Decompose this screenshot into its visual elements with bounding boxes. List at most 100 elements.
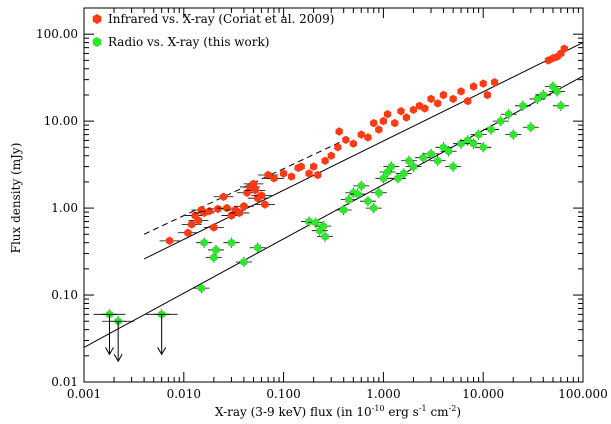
radio-point — [553, 87, 561, 96]
infrared-point — [249, 179, 258, 188]
infrared-point — [227, 211, 236, 220]
infrared-point — [214, 204, 222, 214]
x-tick-label: 0.100 — [266, 387, 300, 401]
legend-marker-radio — [92, 37, 102, 47]
infrared-point — [188, 220, 196, 229]
infrared-series — [159, 44, 568, 245]
x-tick-label: 1.000 — [366, 387, 400, 401]
infrared-point — [235, 208, 243, 218]
infrared-point — [464, 96, 472, 106]
infrared-point — [305, 169, 313, 178]
infrared-point — [349, 139, 357, 148]
infrared-point — [457, 87, 465, 96]
y-tick-label: 10.00 — [44, 114, 78, 128]
radio-point — [364, 197, 372, 206]
radio-point — [487, 125, 495, 134]
infrared-point — [427, 94, 435, 104]
radio-point — [305, 217, 313, 226]
upper-limit-arrowhead — [157, 347, 167, 356]
y-tick-label: 100.00 — [36, 27, 78, 41]
infrared-point — [370, 118, 378, 128]
infrared-point — [479, 79, 487, 88]
y-tick-label: 1.00 — [51, 201, 78, 215]
radio-point — [419, 153, 427, 162]
infrared-point — [397, 107, 405, 116]
infrared-point — [490, 78, 499, 87]
infrared-point — [383, 110, 392, 119]
infrared-point — [342, 135, 350, 144]
y-axis-label: Flux density (mJy) — [9, 143, 23, 254]
fit-line — [143, 42, 584, 260]
radio-point — [509, 130, 517, 139]
legend-item-infrared: Infrared vs. X-ray (Coriat et al. 2009) — [92, 12, 334, 26]
infrared-point — [210, 223, 218, 232]
radio-point — [200, 238, 208, 247]
infrared-point — [165, 236, 174, 245]
upper-limit-arrowhead — [113, 353, 123, 363]
radio-point — [505, 110, 513, 119]
radio-point — [464, 136, 472, 145]
radio-point — [379, 174, 387, 183]
plot-frame — [83, 7, 584, 383]
radio-point — [449, 162, 457, 171]
infrared-point — [327, 151, 335, 160]
infrared-point — [287, 172, 296, 181]
infrared-point — [483, 90, 491, 100]
radio-point — [345, 195, 353, 204]
radio-point — [400, 169, 408, 178]
radio-point — [240, 257, 248, 267]
infrared-point — [335, 127, 343, 136]
infrared-point — [375, 125, 383, 134]
infrared-point — [439, 90, 448, 100]
radio-point — [427, 149, 435, 159]
infrared-point — [184, 228, 192, 237]
infrared-point — [434, 99, 442, 108]
infrared-point — [240, 202, 248, 211]
infrared-point — [357, 130, 365, 139]
x-tick-label: 10.000 — [462, 387, 504, 401]
infrared-point — [409, 105, 418, 114]
radio-point — [387, 162, 395, 171]
plot-border — [83, 7, 584, 383]
x-axis-label: X-ray (3-9 keV) flux (in 10-10 erg s-1 c… — [215, 404, 461, 419]
x-tick-label: 0.010 — [167, 387, 201, 401]
infrared-point — [280, 169, 288, 178]
infrared-point — [402, 113, 410, 122]
legend-marker-infrared — [92, 14, 102, 24]
fit-lines — [83, 42, 584, 348]
legend-label-infrared: Infrared vs. X-ray (Coriat et al. 2009) — [108, 12, 334, 26]
infrared-point — [223, 203, 231, 213]
radio-point — [539, 90, 547, 100]
radio-point — [519, 101, 527, 110]
infrared-point — [421, 104, 429, 113]
radio-point — [475, 130, 483, 139]
radio-point — [321, 232, 329, 241]
radio-point — [434, 156, 442, 165]
infrared-point — [264, 170, 272, 180]
radio-point — [479, 143, 487, 152]
infrared-point — [310, 162, 318, 171]
legend: Infrared vs. X-ray (Coriat et al. 2009) … — [92, 12, 334, 49]
infrared-point — [257, 191, 266, 200]
radio-point — [353, 189, 362, 199]
legend-label-radio: Radio vs. X-ray (this work) — [108, 35, 269, 49]
radio-point — [197, 284, 205, 293]
radio-point — [370, 203, 378, 213]
radio-point — [227, 238, 236, 247]
x-tick-label: 0.001 — [67, 387, 101, 401]
radio-point — [394, 174, 402, 183]
radio-point — [457, 139, 465, 148]
radio-point — [497, 116, 505, 126]
radio-point — [375, 188, 383, 197]
infrared-point — [391, 118, 399, 128]
radio-point — [557, 101, 565, 110]
radio-point — [210, 253, 218, 262]
infrared-point — [321, 156, 329, 165]
radio-point — [319, 221, 327, 231]
upper-limit-arrowhead — [105, 347, 114, 356]
infrared-point — [251, 186, 259, 195]
infrared-point — [469, 82, 478, 91]
radio-point — [357, 181, 365, 191]
infrared-point — [334, 143, 342, 152]
